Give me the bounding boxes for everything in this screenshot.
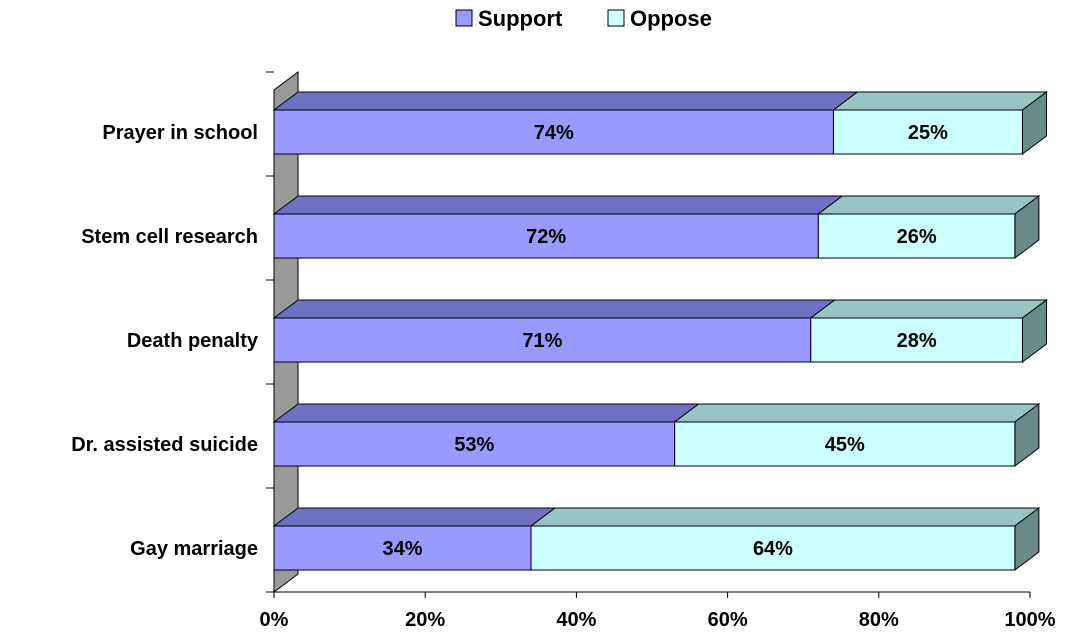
category-label: Stem cell research (81, 226, 258, 248)
bar-support-top (272, 91, 859, 111)
bar-oppose-top (809, 299, 1048, 319)
legend: Support Oppose (455, 6, 712, 31)
bar-support-top (272, 299, 837, 319)
bar-oppose-top (673, 403, 1041, 423)
x-tick-label: 60% (708, 609, 748, 631)
bar-group-stem-cell-research: 72% 26% (272, 195, 1041, 259)
bar-oppose-top (529, 507, 1041, 527)
legend-swatch (607, 9, 625, 27)
bar-group-prayer-in-school: 74% 25% (272, 90, 1048, 156)
bar-support-top (272, 403, 701, 423)
category-label: Dr. assisted suicide (71, 434, 258, 456)
x-tick-label: 40% (556, 609, 596, 631)
data-label-oppose: 45% (825, 434, 865, 456)
bar-support-top (272, 507, 557, 527)
legend-swatch (455, 9, 473, 27)
data-label-oppose: 26% (897, 226, 937, 248)
bar-group-gay-marriage: 34% 64% (272, 507, 1041, 571)
bar-oppose-top (816, 195, 1041, 215)
bar-oppose-top (831, 91, 1048, 111)
legend-label: Oppose (630, 6, 712, 31)
data-label-support: 53% (454, 434, 494, 456)
data-label-support: 71% (522, 330, 562, 352)
legend-label: Support (478, 6, 563, 31)
bar-oppose (832, 109, 1023, 155)
data-label-support: 34% (383, 538, 423, 560)
bar-oppose (674, 421, 1016, 467)
x-tick-label: 80% (859, 609, 899, 631)
data-label-oppose: 64% (753, 538, 793, 560)
category-label: Gay marriage (130, 538, 258, 560)
data-label-oppose: 28% (897, 330, 937, 352)
bars: 74% 25% 72% 26% 71% 28% 53% 45% 34% 64% (272, 90, 1048, 571)
bar-support (273, 525, 532, 571)
bar-group-death-penalty: 71% 28% (272, 298, 1048, 364)
bar-group-dr-assisted-suicide: 53% 45% (272, 403, 1041, 467)
bar-oppose (817, 213, 1016, 259)
data-label-oppose: 25% (908, 122, 948, 144)
bar-support (273, 421, 676, 467)
bar-support-top (272, 195, 844, 215)
legend-item-oppose: Oppose (607, 6, 712, 31)
x-tick-label: 100% (1004, 609, 1055, 631)
category-label: Death penalty (127, 330, 259, 352)
x-tick-label: 0% (260, 609, 289, 631)
legend-item-support: Support (455, 6, 563, 31)
bar-oppose (810, 317, 1023, 363)
data-label-support: 72% (526, 226, 566, 248)
bar-support (273, 109, 834, 155)
category-label: Prayer in school (102, 122, 258, 144)
x-tick-label: 20% (405, 609, 445, 631)
bar-support (273, 317, 812, 363)
bar-oppose (530, 525, 1016, 571)
axes: 0% 20% 40% 60% 80% 100% Prayer in school Stem c… (71, 71, 1056, 631)
data-label-support: 74% (534, 122, 574, 144)
